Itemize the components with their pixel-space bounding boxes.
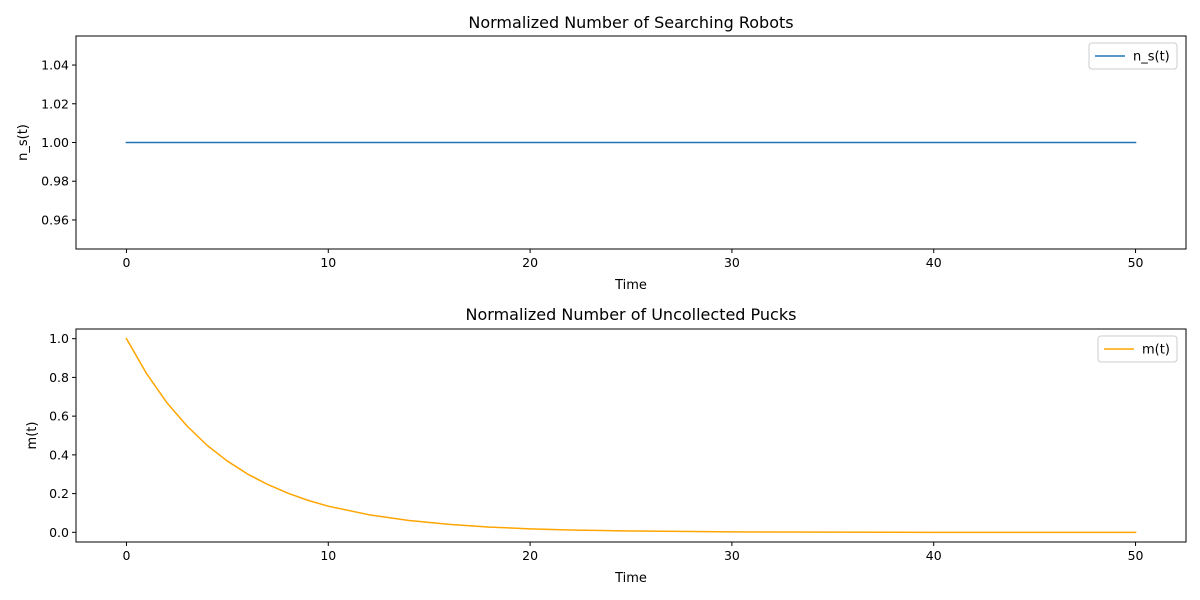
legend-box — [1088, 42, 1178, 70]
y-tick-label: 0.98 — [41, 174, 69, 189]
y-tick-label: 0.4 — [49, 447, 69, 462]
x-tick-label: 40 — [926, 548, 942, 563]
legend-label: m(t) — [1142, 343, 1170, 358]
data-point — [449, 524, 451, 526]
x-tick-label: 20 — [522, 255, 538, 270]
y-tick-label: 1.0 — [49, 331, 69, 346]
x-tick-label: 10 — [320, 255, 336, 270]
subplot-uncollected-pucks: Normalized Number of Uncollected Pucks T… — [25, 305, 1187, 586]
x-tick-label: 50 — [1128, 255, 1144, 270]
data-point — [1034, 142, 1036, 144]
x-axis-label: Time — [614, 278, 647, 293]
data-point — [166, 402, 168, 404]
data-point — [529, 142, 531, 144]
data-point — [1135, 532, 1137, 534]
y-tick-label: 0.0 — [49, 525, 69, 540]
data-point — [146, 373, 148, 375]
x-tick-label: 50 — [1128, 548, 1144, 563]
data-point — [307, 500, 309, 502]
data-point — [933, 142, 935, 144]
data-point — [1135, 142, 1137, 144]
x-tick-label: 0 — [122, 255, 130, 270]
data-point — [630, 530, 632, 532]
axes-area: 0 10 20 30 40 50 0.0 0.2 0.4 0.6 0.8 1.0 m(t) — [49, 328, 1187, 563]
legend-label: n_s(t) — [1133, 50, 1170, 65]
data-point — [126, 338, 128, 340]
data-point — [227, 142, 229, 144]
data-point — [832, 142, 834, 144]
data-point — [267, 484, 269, 486]
data-point — [408, 520, 410, 522]
chart-title: Normalized Number of Searching Robots — [468, 13, 793, 32]
data-point — [691, 531, 693, 533]
legend: m(t) — [1097, 335, 1178, 363]
y-axis-label: m(t) — [25, 422, 40, 450]
x-tick-label: 40 — [926, 255, 942, 270]
data-point — [731, 142, 733, 144]
y-tick-label: 0.8 — [49, 370, 69, 385]
x-tick-label: 30 — [724, 255, 740, 270]
data-point — [206, 445, 208, 447]
data-point — [1034, 532, 1036, 534]
data-point — [186, 425, 188, 427]
y-tick-label: 1.04 — [41, 58, 69, 73]
data-point — [832, 531, 834, 533]
x-tick-label: 20 — [522, 548, 538, 563]
chart-title: Normalized Number of Uncollected Pucks — [466, 305, 797, 324]
data-point — [327, 505, 329, 507]
legend-box — [1097, 335, 1178, 363]
data-point — [368, 514, 370, 516]
subplot-searching-robots: Normalized Number of Searching Robots Ti… — [16, 13, 1187, 293]
y-tick-label: 1.00 — [41, 135, 69, 150]
x-tick-label: 0 — [122, 548, 130, 563]
y-tick-label: 1.02 — [41, 96, 69, 111]
axes-area: 0 10 20 30 40 50 0.96 0.98 1.00 1.02 1.04 n_s(t) — [41, 35, 1187, 270]
data-point — [327, 142, 329, 144]
data-point — [247, 473, 249, 475]
data-point — [933, 532, 935, 534]
legend: n_s(t) — [1088, 42, 1178, 70]
data-point — [126, 142, 128, 144]
data-point — [529, 528, 531, 530]
axes-frame — [75, 328, 1187, 543]
data-point — [227, 460, 229, 462]
x-axis-label: Time — [614, 571, 647, 586]
data-point — [731, 531, 733, 533]
series-line — [125, 337, 1137, 534]
x-tick-label: 10 — [320, 548, 336, 563]
data-point — [428, 142, 430, 144]
y-axis-label: n_s(t) — [16, 124, 31, 161]
y-tick-label: 0.96 — [41, 212, 69, 227]
x-tick-label: 30 — [724, 548, 740, 563]
y-tick-label: 0.2 — [49, 486, 69, 501]
y-tick-label: 0.6 — [49, 409, 69, 424]
data-point — [570, 529, 572, 531]
data-point — [630, 142, 632, 144]
data-point — [489, 526, 491, 528]
data-point — [287, 492, 289, 494]
